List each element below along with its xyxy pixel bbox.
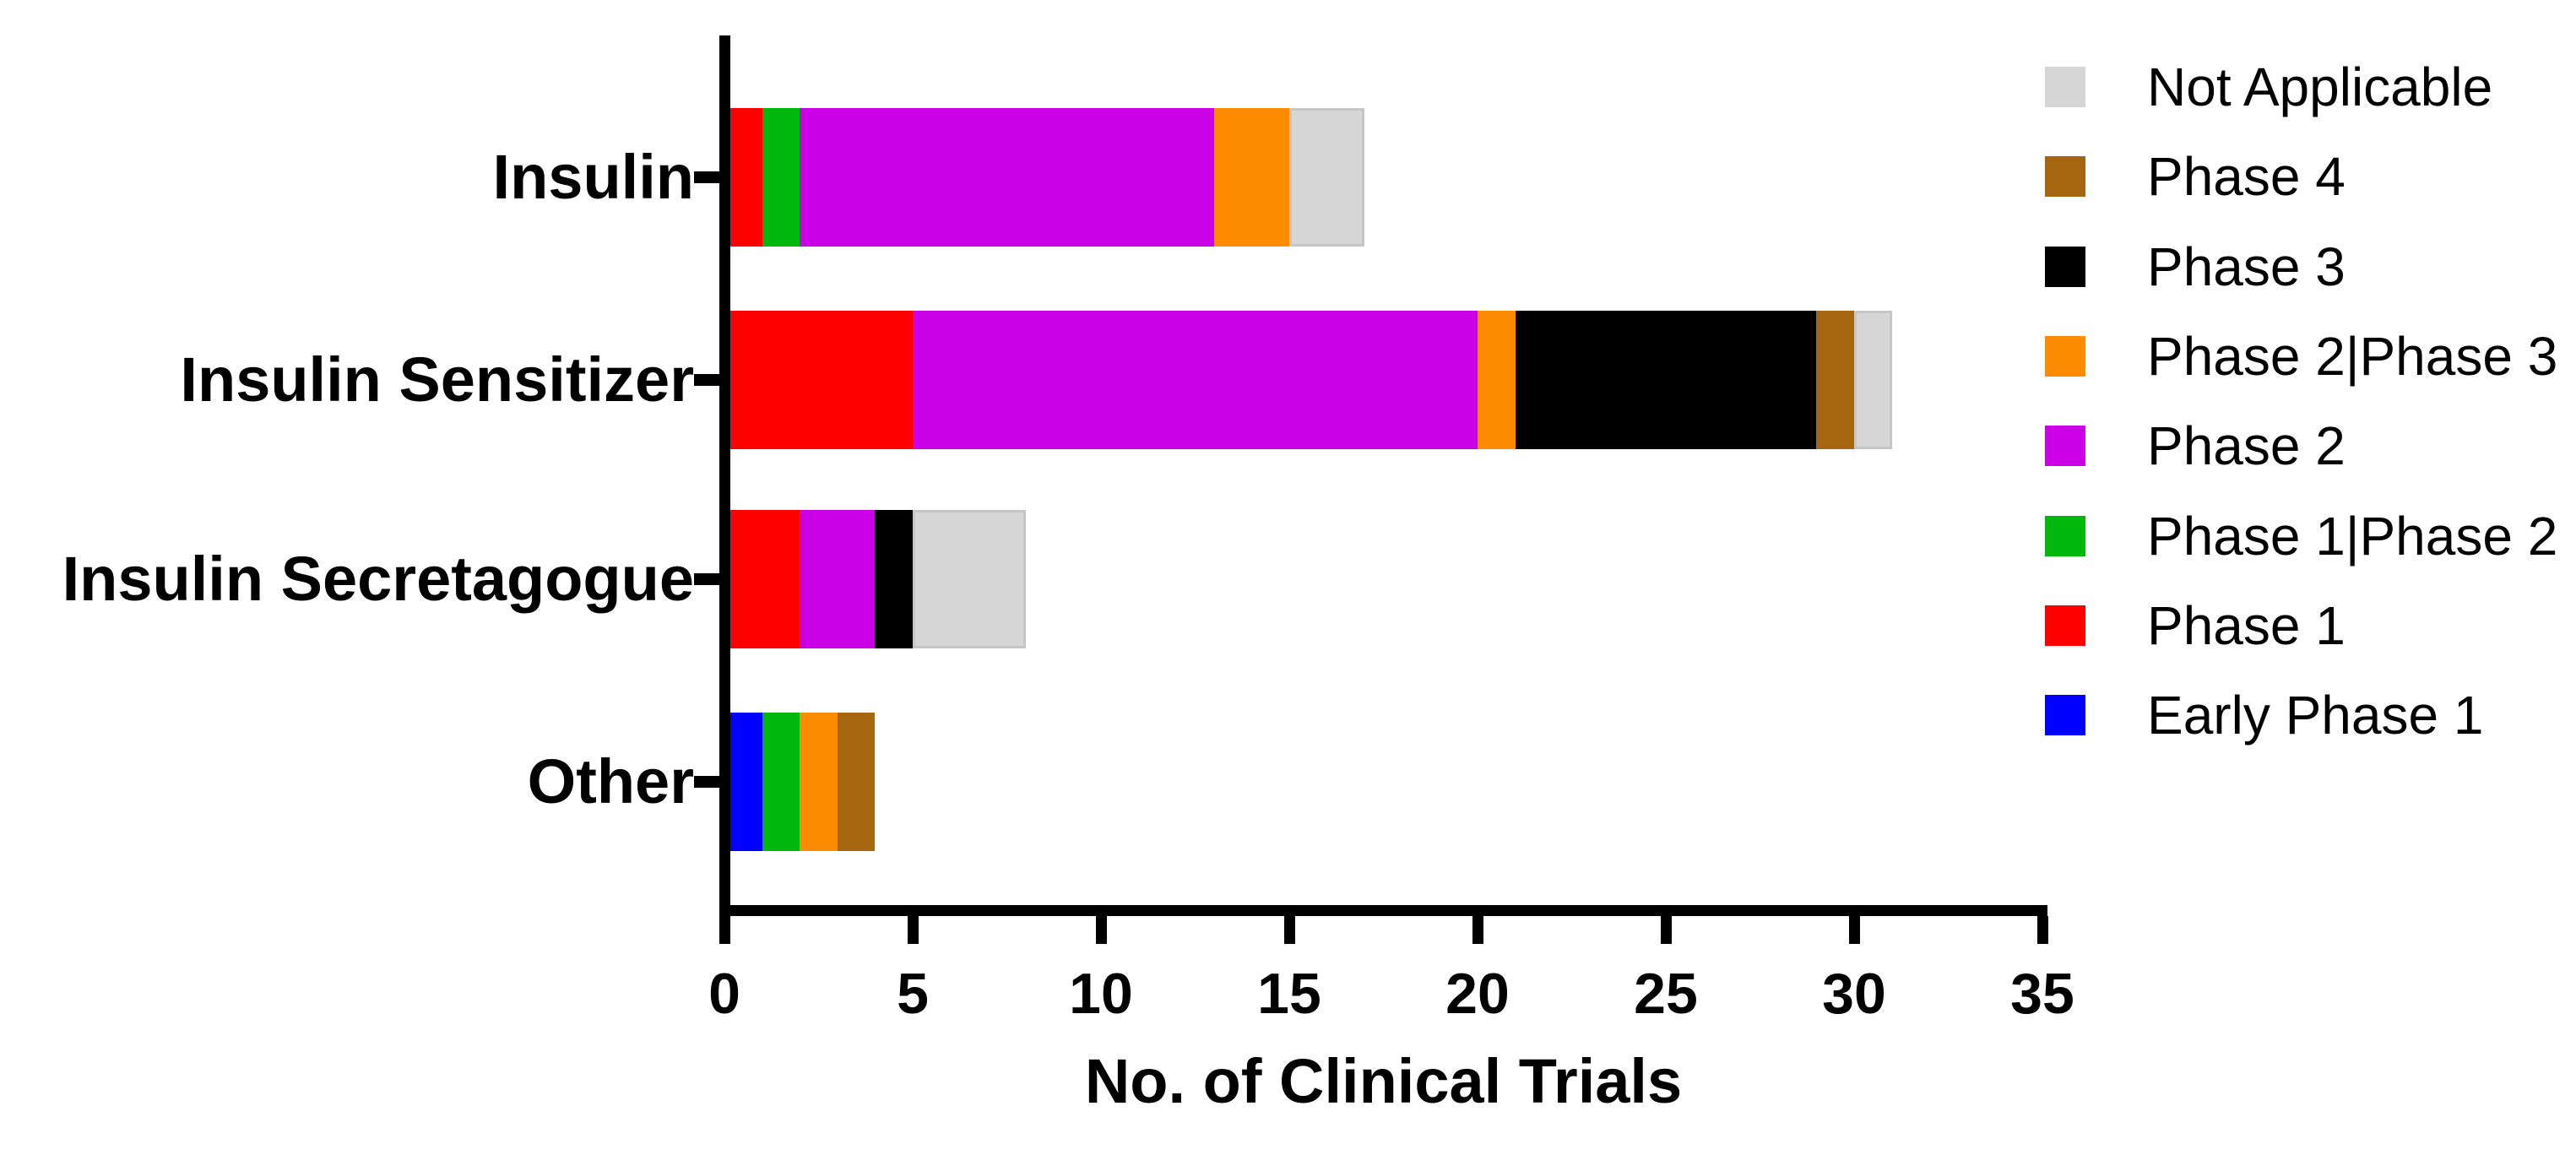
legend-label: Phase 3 xyxy=(2147,236,2346,297)
category-label: Insulin xyxy=(492,142,694,212)
category-label: Insulin Secretagogue xyxy=(62,544,694,614)
bar-segment xyxy=(762,713,800,851)
bar-segment xyxy=(724,510,800,648)
x-tick-mark xyxy=(1283,916,1295,944)
legend-label: Phase 2 xyxy=(2147,415,2346,477)
bar-segment xyxy=(724,311,913,449)
bar-segment xyxy=(1214,108,1289,247)
x-tick-mark xyxy=(1660,916,1672,944)
legend-swatch xyxy=(2045,335,2085,377)
legend-swatch xyxy=(2045,605,2085,646)
y-tick-mark xyxy=(694,374,719,386)
y-tick-mark xyxy=(694,776,719,788)
x-tick-mark xyxy=(1472,916,1483,944)
legend-swatch xyxy=(2045,515,2085,556)
bar-segment xyxy=(1478,311,1516,449)
x-tick-label: 5 xyxy=(897,962,929,1026)
x-tick-mark xyxy=(907,916,919,944)
bar-segment xyxy=(1289,108,1364,247)
legend-label: Phase 2|Phase 3 xyxy=(2147,325,2558,387)
legend-label: Phase 1|Phase 2 xyxy=(2147,505,2558,567)
bar-segment xyxy=(800,510,875,648)
bar-segment xyxy=(875,510,913,648)
legend-label: Early Phase 1 xyxy=(2147,685,2484,746)
x-tick-mark xyxy=(1848,916,1860,944)
x-tick-mark xyxy=(1095,916,1107,944)
x-tick-label: 20 xyxy=(1445,962,1510,1026)
x-axis-line xyxy=(719,905,2047,916)
x-tick-label: 30 xyxy=(1822,962,1886,1026)
y-tick-mark xyxy=(694,171,719,183)
bar-segment xyxy=(724,108,762,247)
bar-segment xyxy=(1854,311,1892,449)
x-tick-label: 15 xyxy=(1257,962,1321,1026)
bar-segment xyxy=(762,108,800,247)
bar-segment xyxy=(913,311,1478,449)
legend-swatch xyxy=(2045,67,2085,107)
legend-swatch xyxy=(2045,156,2085,198)
bar-segment xyxy=(724,713,762,851)
bar-segment xyxy=(838,713,875,851)
legend-label: Phase 4 xyxy=(2147,146,2346,208)
y-axis-line xyxy=(719,35,730,944)
category-label: Insulin Sensitizer xyxy=(180,344,694,415)
legend-swatch xyxy=(2045,426,2085,467)
bar-segment xyxy=(800,713,838,851)
category-label: Other xyxy=(527,746,694,816)
y-tick-mark xyxy=(694,573,719,585)
x-tick-label: 25 xyxy=(1634,962,1698,1026)
x-tick-label: 10 xyxy=(1069,962,1133,1026)
bar-segment xyxy=(800,108,1214,247)
bar-segment xyxy=(913,510,1026,648)
x-tick-label: 0 xyxy=(708,962,740,1026)
bar-segment xyxy=(1516,311,1816,449)
legend-swatch xyxy=(2045,695,2085,736)
x-tick-mark xyxy=(2036,916,2048,944)
x-axis-title: No. of Clinical Trials xyxy=(1084,1046,1683,1116)
x-tick-label: 35 xyxy=(2010,962,2074,1026)
legend-swatch xyxy=(2045,246,2085,287)
legend-label: Not Applicable xyxy=(2147,57,2493,117)
legend-label: Phase 1 xyxy=(2147,594,2346,656)
bar-segment xyxy=(1816,311,1854,449)
